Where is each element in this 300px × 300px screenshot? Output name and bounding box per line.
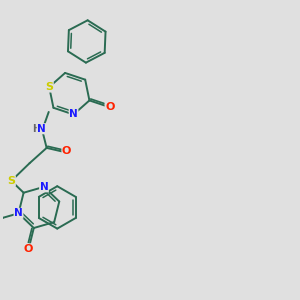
Text: H: H	[32, 124, 40, 134]
Text: O: O	[24, 244, 33, 254]
Text: N: N	[69, 110, 78, 119]
Text: N: N	[37, 124, 46, 134]
Text: O: O	[105, 102, 115, 112]
Text: S: S	[7, 176, 15, 186]
Text: N: N	[14, 208, 23, 218]
Text: S: S	[45, 82, 53, 92]
Text: N: N	[40, 182, 48, 192]
Text: O: O	[62, 146, 71, 156]
